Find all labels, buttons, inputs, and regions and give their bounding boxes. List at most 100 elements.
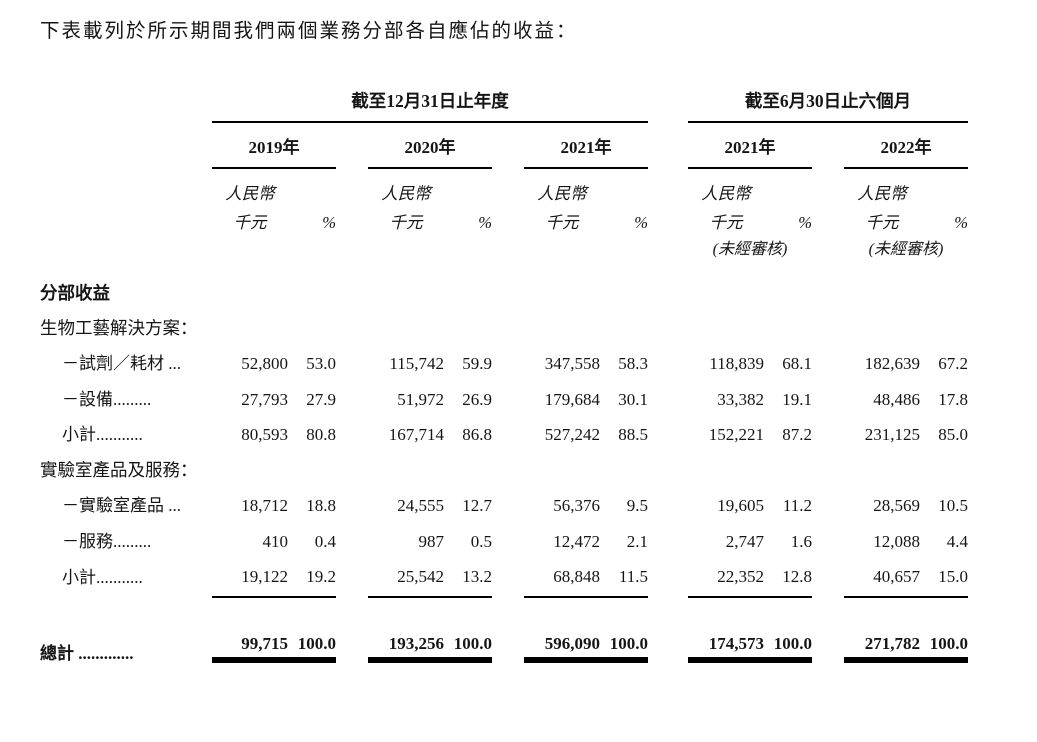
period-header-interim: 截至6月30日止六個月 <box>688 91 968 124</box>
percent-cell: 85.0 <box>938 425 968 445</box>
percent-cell: 80.8 <box>306 425 336 445</box>
percent-cell: 100.0 <box>920 597 968 664</box>
currency-header-row: 人民幣 人民幣 人民幣 人民幣 人民幣 <box>40 168 968 204</box>
segment-revenue-table: 截至12月31日止年度 截至6月30日止六個月 2019年 2020年 2021… <box>40 91 969 664</box>
percent-cell: 19.1 <box>782 389 812 409</box>
percent-cell: 9.5 <box>626 496 648 516</box>
row-lab-subtotal: 小計........... 19,122 19.2 25,542 13.2 68… <box>40 551 968 598</box>
percent-cell: 2.1 <box>626 531 648 551</box>
total-double-rule <box>920 657 968 664</box>
total-double-rule <box>688 657 764 664</box>
value-cell: 18,712 <box>241 496 288 516</box>
percent-cell: 10.5 <box>938 496 968 516</box>
value-cell: 174,573 <box>688 597 764 664</box>
percent-cell: 53.0 <box>306 354 336 374</box>
row-label: －實驗室產品 ... <box>62 496 181 516</box>
value-cell: 987 <box>418 531 445 551</box>
unit-thousands-label: 千元 <box>709 212 743 232</box>
unit-thousands-label: 千元 <box>865 212 899 232</box>
value-cell: 25,542 <box>368 551 444 598</box>
percent-cell: 68.1 <box>782 354 812 374</box>
value-cell: 27,793 <box>241 389 288 409</box>
year-header-2020: 2020年 <box>368 122 492 169</box>
row-label: 小計........... <box>62 425 143 445</box>
value-cell: 48,486 <box>873 389 920 409</box>
row-equipment: －設備......... 27,793 27.9 51,972 26.9 179… <box>40 374 968 410</box>
unaudited-note: (未經審核) <box>868 240 944 258</box>
unit-thousands-label: 千元 <box>233 212 267 232</box>
row-lab-products: －實驗室產品 ... 18,712 18.8 24,555 12.7 56,37… <box>40 480 968 516</box>
percent-cell: 19.2 <box>288 551 336 598</box>
value-cell: 80,593 <box>241 425 288 445</box>
value-cell: 22,352 <box>688 551 764 598</box>
percent-cell: 58.3 <box>618 354 648 374</box>
percent-cell: 11.5 <box>600 551 648 598</box>
year-header-2022: 2022年 <box>844 122 968 169</box>
value-cell: 19,605 <box>717 496 764 516</box>
percent-cell: 13.2 <box>444 551 492 598</box>
unit-currency-label: 人民幣 <box>857 183 907 203</box>
percent-cell: 100.0 <box>764 597 812 664</box>
total-percent: 100.0 <box>929 633 968 653</box>
row-label: －試劑／耗材 ... <box>62 354 181 374</box>
value-cell: 68,848 <box>524 551 600 598</box>
bioprocess-section-heading: 生物工藝解決方案： <box>40 318 198 339</box>
document-page: 下表載列於所示期間我們兩個業務分部各自應佔的收益： 截至12月31日止年度 截至… <box>40 21 969 664</box>
value-cell: 2,747 <box>725 531 764 551</box>
value-cell: 19,122 <box>212 551 288 598</box>
total-double-rule <box>444 657 492 664</box>
total-double-rule <box>212 657 288 664</box>
percent-cell: 17.8 <box>938 389 968 409</box>
year-header-2021: 2021年 <box>524 122 648 169</box>
total-double-rule <box>288 657 336 664</box>
percent-cell: 26.9 <box>462 389 492 409</box>
value-cell: 33,382 <box>717 389 764 409</box>
unit-percent-label: % <box>954 212 968 232</box>
row-label: －設備......... <box>62 389 152 409</box>
unit-percent-label: % <box>798 212 812 232</box>
row-label: －服務......... <box>62 531 152 551</box>
total-percent: 100.0 <box>609 633 648 653</box>
percent-cell: 11.2 <box>782 496 812 516</box>
row-total: 總計 ............. 99,715 100.0 193,256 10… <box>40 597 968 664</box>
total-value: 271,782 <box>864 633 920 653</box>
total-double-rule <box>844 657 920 664</box>
percent-cell: 100.0 <box>600 597 648 664</box>
period-header-annual: 截至12月31日止年度 <box>212 91 648 124</box>
units-header-row: 千元 % 千元 % 千元 % 千元 % 千元 % <box>40 204 969 233</box>
unaudited-note: (未經審核) <box>712 240 788 258</box>
value-cell: 167,714 <box>388 425 444 445</box>
total-value: 99,715 <box>241 633 288 653</box>
total-double-rule <box>600 657 648 664</box>
period-header-row: 截至12月31日止年度 截至6月30日止六個月 <box>40 91 968 124</box>
percent-cell: 100.0 <box>444 597 492 664</box>
unit-thousands-label: 千元 <box>389 212 423 232</box>
unit-percent-label: % <box>634 212 648 232</box>
year-header-2021-interim: 2021年 <box>688 122 812 169</box>
unit-percent-label: % <box>322 212 336 232</box>
value-cell: 12,088 <box>873 531 920 551</box>
row-reagents-consumables: －試劑／耗材 ... 52,800 53.0 115,742 59.9 347,… <box>40 338 968 374</box>
unit-currency-label: 人民幣 <box>381 183 431 203</box>
percent-cell: 1.6 <box>790 531 812 551</box>
value-cell: 56,376 <box>553 496 600 516</box>
value-cell: 182,639 <box>864 354 920 374</box>
lab-section-heading-row: 實驗室產品及服務： <box>40 445 968 480</box>
segment-revenue-heading: 分部收益 <box>40 283 110 303</box>
intro-paragraph: 下表載列於所示期間我們兩個業務分部各自應佔的收益： <box>40 21 578 42</box>
percent-cell: 12.8 <box>764 551 812 598</box>
total-percent: 100.0 <box>297 633 336 653</box>
value-cell: 52,800 <box>241 354 288 374</box>
value-cell: 527,242 <box>544 425 600 445</box>
value-cell: 231,125 <box>864 425 920 445</box>
value-cell: 51,972 <box>397 389 444 409</box>
unit-currency-label: 人民幣 <box>225 183 275 203</box>
total-double-rule <box>524 657 600 664</box>
unit-currency-label: 人民幣 <box>537 183 587 203</box>
value-cell: 179,684 <box>544 389 600 409</box>
value-cell: 24,555 <box>397 496 444 516</box>
percent-cell: 27.9 <box>306 389 336 409</box>
lab-section-heading: 實驗室產品及服務： <box>40 459 198 480</box>
value-cell: 40,657 <box>844 551 920 598</box>
total-double-rule <box>368 657 444 664</box>
